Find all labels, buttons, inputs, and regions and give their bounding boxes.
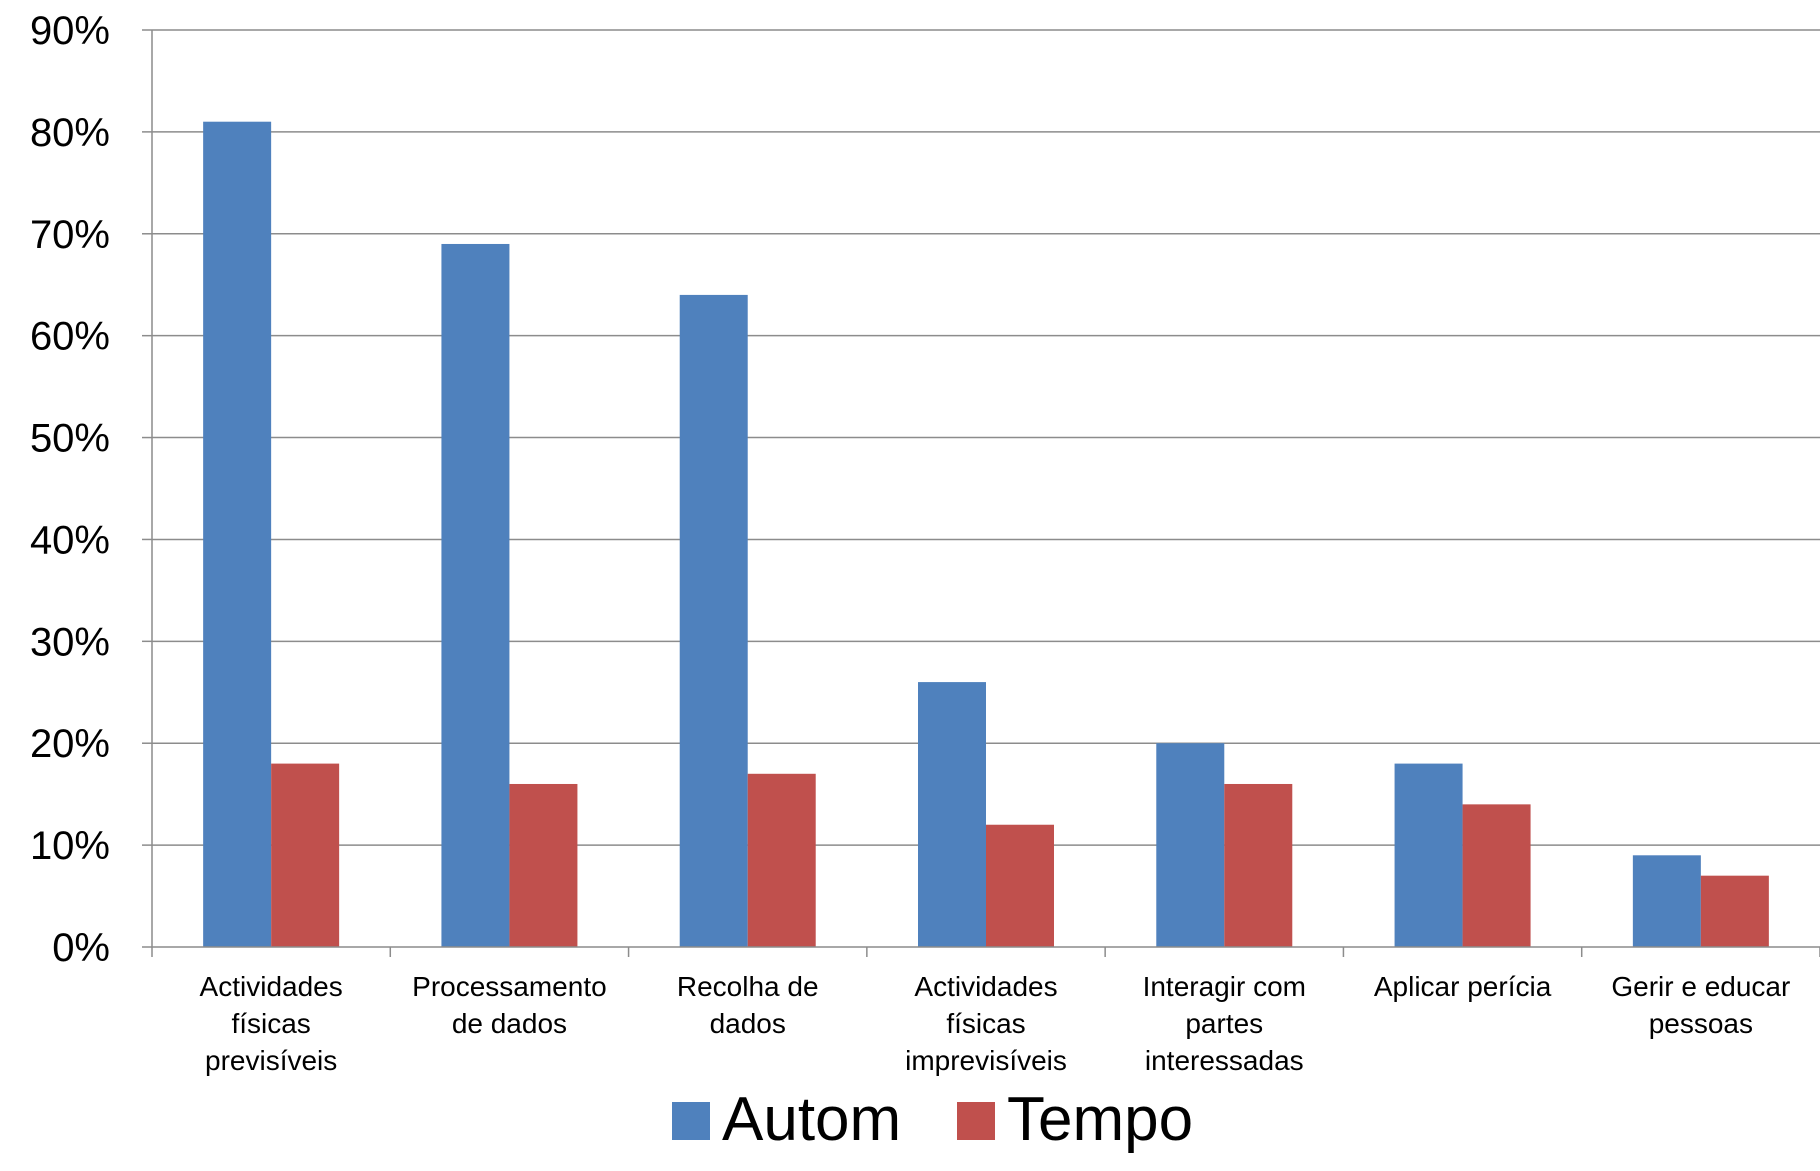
bar-autom bbox=[918, 682, 986, 947]
bar-autom bbox=[1156, 743, 1225, 947]
bars-layer bbox=[203, 121, 1769, 947]
legend-swatch-autom bbox=[672, 1102, 710, 1140]
bar-tempo bbox=[509, 783, 578, 947]
y-tick-label: 30% bbox=[30, 620, 110, 664]
bar-tempo bbox=[747, 773, 816, 947]
y-tick-label: 70% bbox=[30, 213, 110, 257]
y-tick-label: 40% bbox=[30, 518, 110, 562]
y-tick-label: 80% bbox=[30, 111, 110, 155]
legend: Autom Tempo bbox=[672, 1085, 1193, 1154]
y-tick-label: 20% bbox=[30, 722, 110, 766]
x-tick-label: Aplicar perícia bbox=[1374, 971, 1552, 1002]
y-tick-label: 50% bbox=[30, 417, 110, 461]
bar-tempo bbox=[1462, 804, 1531, 947]
x-tick-label: Recolha de dados bbox=[677, 971, 819, 1039]
bar-autom bbox=[441, 243, 510, 947]
x-tick-label: Actividades físicas previsíveis bbox=[200, 971, 343, 1076]
y-axis-ticks: 0% 10% 20% 30% 40% 50% 60% 70% 80% 90% bbox=[30, 9, 110, 970]
bar-autom bbox=[203, 121, 272, 947]
y-tick-label: 60% bbox=[30, 315, 110, 359]
bar-tempo bbox=[1224, 783, 1293, 947]
x-tick-label: Gerir e educar pessoas bbox=[1611, 971, 1790, 1039]
bar-autom bbox=[1632, 855, 1701, 947]
x-tick-label: Processamento de dados bbox=[412, 971, 607, 1039]
y-tick-label: 10% bbox=[30, 824, 110, 868]
legend-label-autom: Autom bbox=[722, 1085, 901, 1154]
legend-swatch-tempo bbox=[957, 1102, 995, 1140]
axes-layer bbox=[142, 29, 1820, 957]
y-tick-label: 0% bbox=[52, 926, 110, 970]
x-tick-label: Interagir com partes interessadas bbox=[1143, 971, 1306, 1076]
bar-autom bbox=[679, 294, 748, 947]
legend-label-tempo: Tempo bbox=[1007, 1085, 1193, 1154]
bar-tempo bbox=[271, 763, 340, 947]
bar-autom bbox=[1394, 763, 1463, 947]
x-axis-ticks: Actividades físicas previsíveis Processamen… bbox=[200, 971, 1791, 1076]
bar-tempo bbox=[986, 824, 1054, 947]
x-tick-label: Actividades físicas imprevisíveis bbox=[905, 971, 1067, 1076]
grid-layer bbox=[152, 29, 1820, 846]
y-tick-label: 90% bbox=[30, 9, 110, 53]
bar-tempo bbox=[1700, 875, 1769, 947]
